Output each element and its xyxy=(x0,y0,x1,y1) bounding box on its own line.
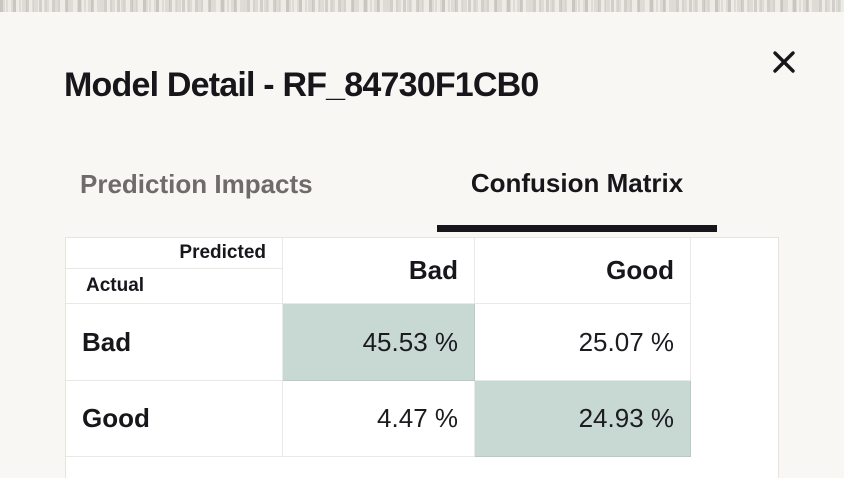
tab-prediction-impacts[interactable]: Prediction Impacts xyxy=(80,169,313,199)
model-detail-modal: Model Detail - RF_84730F1CB0 Prediction … xyxy=(0,12,844,478)
column-header-good: Good xyxy=(475,238,691,304)
background-page-texture xyxy=(0,0,844,12)
row-label-bad: Bad xyxy=(66,304,283,381)
table-filler xyxy=(691,238,778,304)
confusion-matrix-table: Predicted Actual Bad Good Bad 45.53 % 25… xyxy=(65,237,779,478)
cell-actual-bad-pred-good: 25.07 % xyxy=(475,304,691,381)
tab-confusion-matrix[interactable]: Confusion Matrix xyxy=(437,168,717,199)
cell-actual-good-pred-bad: 4.47 % xyxy=(283,381,475,457)
table-filler xyxy=(691,381,778,457)
empty-row xyxy=(475,457,691,478)
empty-row xyxy=(66,457,283,478)
active-tab-underline xyxy=(437,225,717,232)
close-icon xyxy=(768,46,800,78)
cell-actual-good-pred-good: 24.93 % xyxy=(475,381,691,457)
empty-row xyxy=(691,457,778,478)
row-label-good: Good xyxy=(66,381,283,457)
column-header-bad: Bad xyxy=(283,238,475,304)
modal-title: Model Detail - RF_84730F1CB0 xyxy=(64,66,539,104)
actual-axis-label: Actual xyxy=(86,275,145,296)
corner-header-cell: Predicted Actual xyxy=(66,238,283,304)
cell-actual-bad-pred-bad: 45.53 % xyxy=(283,304,475,381)
table-filler xyxy=(691,304,778,381)
predicted-axis-label: Predicted xyxy=(66,238,282,269)
empty-row xyxy=(283,457,475,478)
close-button[interactable] xyxy=(758,36,810,88)
